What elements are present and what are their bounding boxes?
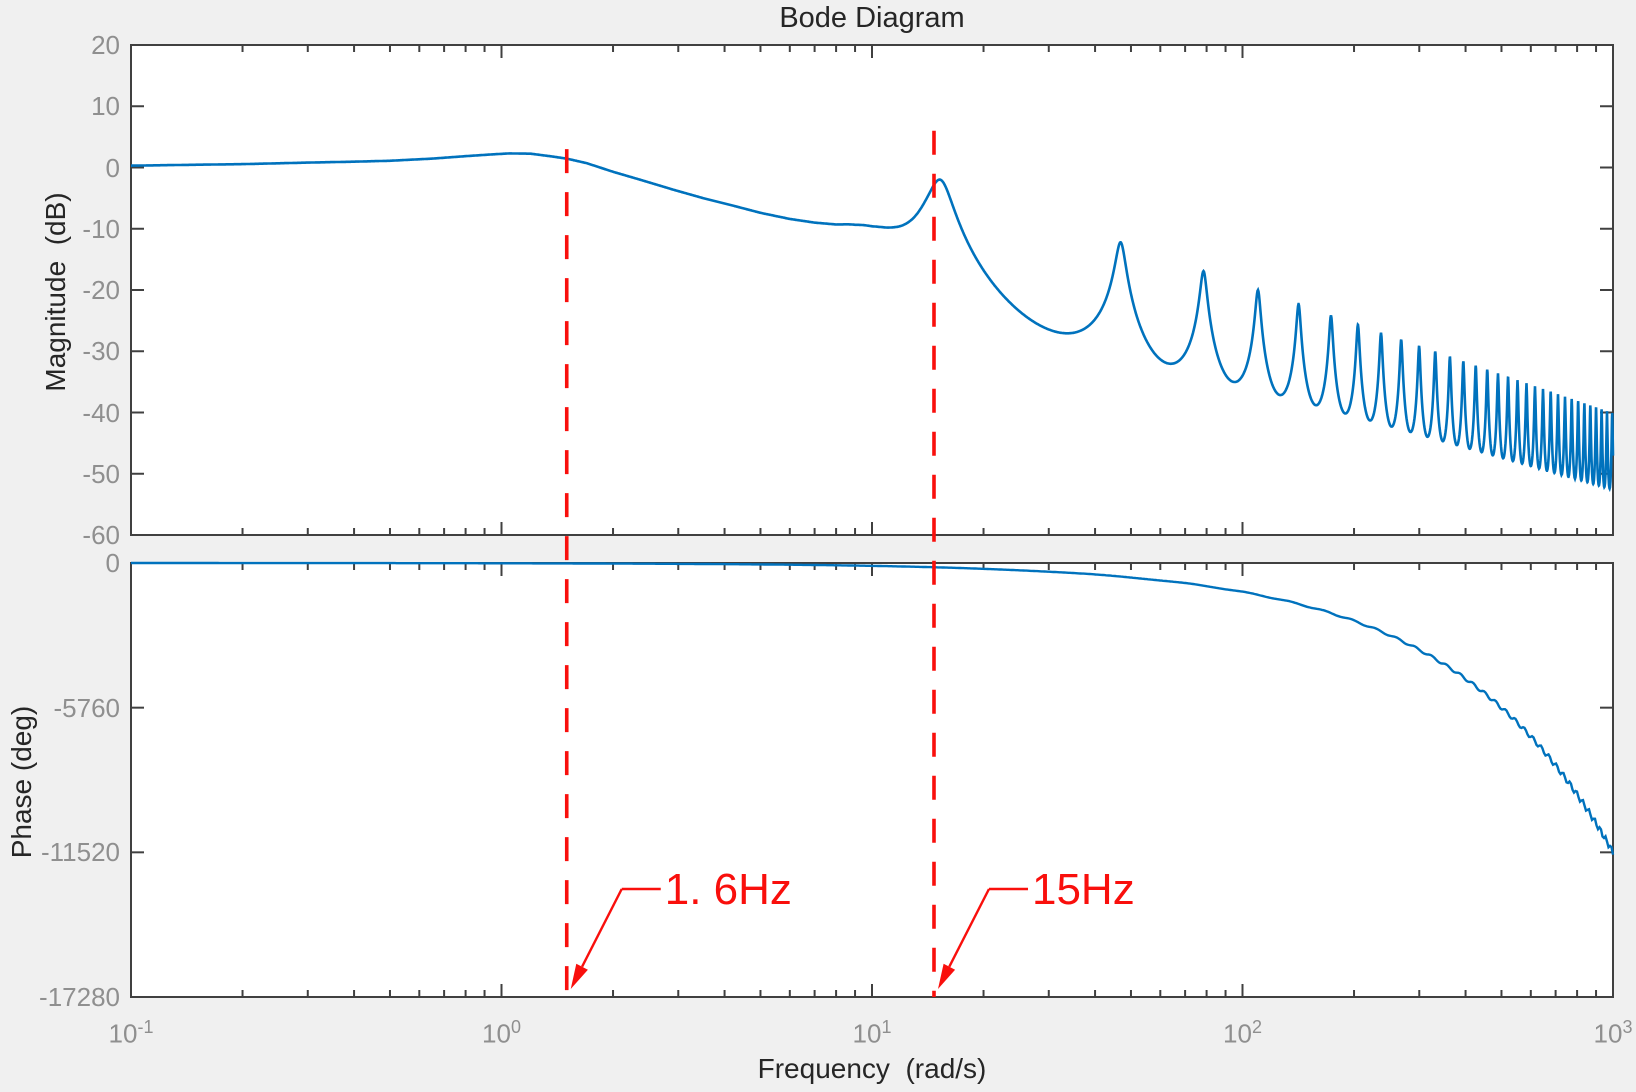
xaxis-label: Frequency (rad/s) xyxy=(757,1053,987,1084)
annotation-arrow-shaft xyxy=(948,888,991,968)
magnitude-ytick-label: 20 xyxy=(91,30,120,60)
annotation-arrow-shaft xyxy=(581,888,623,968)
phase-ytick-label: -5760 xyxy=(53,692,121,723)
annotation-label-1-6hz: 1. 6Hz xyxy=(664,865,792,914)
phase-axes-box xyxy=(130,562,1614,998)
magnitude-ytick-label: 0 xyxy=(105,152,120,183)
phase-plot-area xyxy=(131,563,1613,997)
phase-curve xyxy=(131,561,1615,855)
annotation-arrowhead xyxy=(937,963,956,989)
plot-title: Bode Diagram xyxy=(779,2,965,34)
magnitude-ytick-label: -30 xyxy=(82,336,120,367)
magnitude-ytick-label: 10 xyxy=(91,91,120,122)
magnitude-ytick-label: -60 xyxy=(82,520,120,550)
magnitude-curve xyxy=(131,152,1615,493)
magnitude-axes-box xyxy=(130,44,1614,536)
xaxis-tick-label: 100 xyxy=(482,1017,521,1049)
xaxis-tick-label: 101 xyxy=(852,1017,892,1049)
xaxis-tick-label: 102 xyxy=(1223,1017,1262,1049)
phase-ytick-label: -17280 xyxy=(39,982,120,1012)
phase-ytick-label: -11520 xyxy=(40,837,120,868)
magnitude-plot-area xyxy=(131,45,1613,535)
magnitude-ytick-label: -10 xyxy=(82,213,120,244)
phase-ytick-label: 0 xyxy=(105,548,120,578)
xaxis-tick-label: 10-1 xyxy=(108,1017,154,1049)
annotation-arrowhead xyxy=(570,963,588,989)
phase-ylabel: Phase (deg) xyxy=(6,705,37,859)
annotation-label-15hz: 15Hz xyxy=(1031,865,1135,914)
magnitude-ytick-label: -20 xyxy=(82,275,120,305)
magnitude-ytick-label: -40 xyxy=(82,397,120,428)
magnitude-ytick-label: -50 xyxy=(82,458,120,489)
xaxis-tick-label: 103 xyxy=(1593,1017,1633,1049)
